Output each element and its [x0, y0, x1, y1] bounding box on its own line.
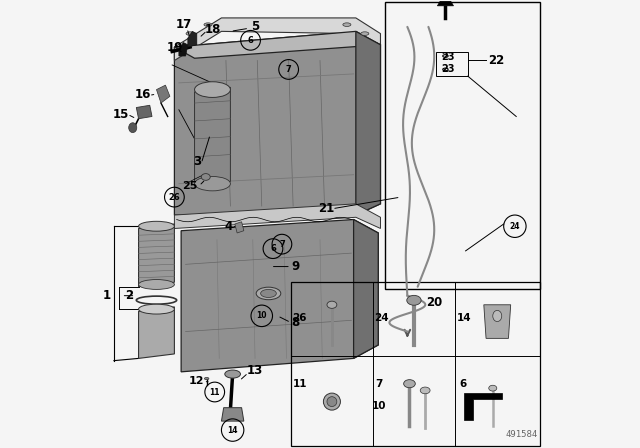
Polygon shape — [156, 85, 170, 103]
Text: 25: 25 — [182, 181, 198, 191]
Ellipse shape — [493, 310, 502, 322]
Text: 11: 11 — [292, 379, 307, 389]
Bar — [385, 2, 540, 289]
Text: 1: 1 — [103, 289, 111, 302]
Polygon shape — [353, 220, 378, 358]
Text: 14: 14 — [227, 426, 238, 435]
Polygon shape — [138, 307, 174, 358]
Polygon shape — [221, 408, 244, 421]
Ellipse shape — [327, 301, 337, 308]
Text: 10: 10 — [257, 311, 267, 320]
Text: 23: 23 — [441, 65, 454, 74]
Ellipse shape — [201, 173, 210, 180]
Text: 7: 7 — [286, 65, 291, 74]
Text: 21: 21 — [319, 202, 335, 215]
Polygon shape — [174, 31, 380, 215]
Ellipse shape — [323, 393, 340, 410]
Ellipse shape — [407, 295, 421, 305]
Polygon shape — [136, 105, 152, 119]
Text: 24: 24 — [509, 222, 520, 231]
Ellipse shape — [195, 82, 230, 98]
Polygon shape — [174, 18, 380, 60]
Text: 4: 4 — [224, 220, 232, 233]
Text: 9: 9 — [291, 260, 300, 273]
Ellipse shape — [420, 387, 430, 394]
Ellipse shape — [138, 304, 174, 314]
Ellipse shape — [404, 379, 415, 388]
Text: 22: 22 — [488, 54, 504, 67]
Text: 23: 23 — [441, 52, 454, 62]
Bar — [291, 282, 540, 446]
Polygon shape — [437, 1, 454, 6]
Bar — [436, 52, 468, 76]
Text: 14: 14 — [456, 313, 471, 323]
Ellipse shape — [186, 32, 194, 35]
Ellipse shape — [195, 177, 230, 191]
Text: 11: 11 — [209, 388, 220, 396]
Text: 6: 6 — [248, 36, 253, 45]
Polygon shape — [464, 392, 502, 419]
Text: 13: 13 — [247, 364, 263, 378]
Polygon shape — [181, 220, 378, 372]
Ellipse shape — [225, 370, 241, 378]
Text: 26: 26 — [292, 313, 307, 323]
Text: 15: 15 — [113, 108, 129, 121]
Polygon shape — [195, 87, 230, 186]
Text: 7: 7 — [375, 379, 383, 389]
Polygon shape — [484, 305, 511, 338]
Text: 16: 16 — [135, 87, 151, 101]
Text: 3: 3 — [193, 155, 201, 168]
Text: 24: 24 — [374, 313, 389, 323]
Text: 20: 20 — [426, 296, 442, 309]
Polygon shape — [179, 43, 188, 56]
Ellipse shape — [204, 23, 212, 26]
Polygon shape — [356, 31, 380, 215]
Polygon shape — [188, 31, 196, 47]
Text: 6: 6 — [459, 379, 466, 389]
Text: 5: 5 — [251, 20, 259, 34]
Ellipse shape — [204, 377, 209, 380]
Ellipse shape — [361, 32, 369, 35]
Ellipse shape — [129, 123, 137, 133]
Text: 7: 7 — [279, 240, 285, 249]
Text: 18: 18 — [204, 22, 221, 36]
Ellipse shape — [443, 68, 448, 71]
Polygon shape — [174, 204, 380, 228]
Text: 8: 8 — [291, 316, 300, 329]
Polygon shape — [174, 31, 380, 58]
Ellipse shape — [260, 289, 276, 297]
Text: 12: 12 — [189, 376, 205, 386]
Polygon shape — [138, 224, 174, 287]
Text: 2: 2 — [125, 289, 134, 302]
Text: 26: 26 — [168, 193, 180, 202]
Ellipse shape — [327, 396, 337, 406]
Text: 17: 17 — [175, 18, 191, 31]
Ellipse shape — [343, 23, 351, 26]
Text: 19: 19 — [166, 40, 182, 54]
Ellipse shape — [138, 280, 174, 289]
Polygon shape — [235, 222, 244, 233]
Text: 6: 6 — [270, 244, 276, 253]
Text: 10: 10 — [371, 401, 386, 411]
Ellipse shape — [256, 287, 281, 300]
Ellipse shape — [138, 221, 174, 231]
Text: 491584: 491584 — [505, 430, 538, 439]
Ellipse shape — [443, 55, 448, 57]
Ellipse shape — [489, 385, 497, 391]
